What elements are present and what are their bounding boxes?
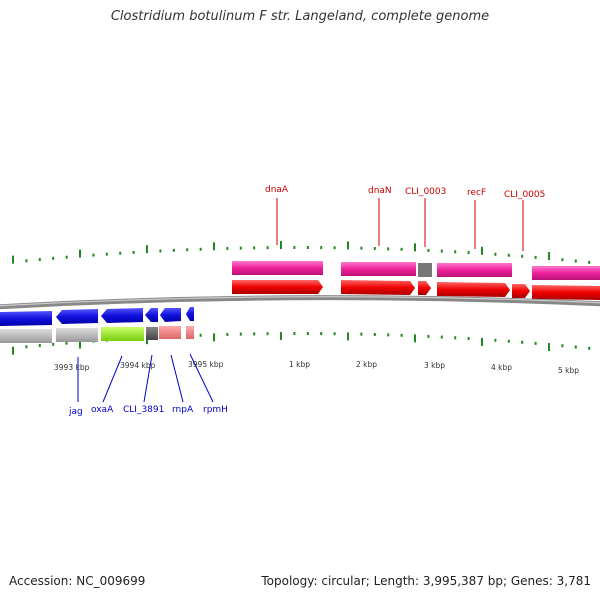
scale-label: 3 kbp — [424, 361, 445, 370]
topology-label: Topology: circular; Length: 3,995,387 bp… — [261, 574, 591, 588]
cds-jag[interactable] — [0, 311, 52, 326]
gene-next[interactable] — [532, 266, 600, 280]
cds-recF[interactable] — [437, 282, 510, 297]
cds-rpmH[interactable] — [186, 307, 194, 321]
scale-labels: 3993 kbp 3994 kbp 3995 kbp 1 kbp 2 kbp 3… — [54, 360, 579, 375]
scale-label: 5 kbp — [558, 366, 579, 375]
forward-cds-track — [232, 280, 600, 300]
forward-gene-labels — [276, 198, 524, 251]
cds-dnaN[interactable] — [341, 280, 415, 295]
gene-jag[interactable] — [56, 328, 98, 342]
leader-line-rnpA — [170, 354, 184, 403]
gene-CLI_3891[interactable] — [146, 327, 158, 340]
scale-label: 3993 kbp — [54, 363, 90, 372]
forward-gene-track — [232, 261, 600, 280]
gene-label-jag[interactable]: jag — [68, 407, 83, 417]
scale-label: 3995 kbp — [188, 360, 224, 369]
reverse-gene-track — [0, 326, 194, 343]
cds-next[interactable] — [532, 285, 600, 300]
gene-rpmH[interactable] — [186, 326, 194, 339]
gene-label-rpmH[interactable]: rpmH — [203, 405, 228, 415]
gene-oxaA[interactable] — [101, 327, 144, 341]
cds-CLI_3891[interactable] — [145, 308, 158, 322]
gene-dnaN[interactable] — [341, 262, 416, 276]
gene-label-CLI_3891[interactable]: CLI_3891 — [123, 405, 164, 415]
gene-label-CLI_0005[interactable]: CLI_0005 — [504, 190, 545, 200]
gene-dnaA[interactable] — [232, 261, 323, 275]
scale-label: 2 kbp — [356, 360, 377, 369]
gene-label-dnaN[interactable]: dnaN — [368, 186, 392, 196]
cds-oxaA[interactable] — [101, 308, 143, 323]
gene-label-recF[interactable]: recF — [467, 188, 486, 198]
scale-label: 1 kbp — [289, 360, 310, 369]
scale-ticks-top — [12, 241, 591, 264]
cds-oxaA-left[interactable] — [56, 309, 98, 324]
gene-jag-a[interactable] — [0, 329, 52, 343]
page-title: Clostridium botulinum F str. Langeland, … — [110, 9, 490, 24]
gene-CLI_0003[interactable] — [418, 263, 432, 277]
genome-backbone-highlight — [0, 296, 600, 307]
cds-CLI_0005[interactable] — [512, 284, 530, 298]
accession-label: Accession: NC_009699 — [9, 574, 146, 588]
cds-CLI_0003[interactable] — [418, 281, 431, 295]
reverse-gene-labels — [77, 353, 214, 403]
cds-rnpA[interactable] — [160, 308, 181, 322]
scale-ticks-bottom — [12, 332, 591, 355]
gene-recF[interactable] — [437, 263, 512, 277]
leader-line-CLI_3891 — [143, 354, 153, 403]
gene-label-CLI_0003[interactable]: CLI_0003 — [405, 187, 446, 197]
gene-rnpA[interactable] — [159, 326, 181, 339]
gene-label-rnpA[interactable]: rnpA — [172, 405, 194, 415]
scale-label: 4 kbp — [491, 363, 512, 372]
gene-label-oxaA[interactable]: oxaA — [91, 405, 114, 415]
leader-line-oxaA — [102, 355, 123, 403]
leader-line-rpmH — [189, 353, 214, 403]
cds-dnaA[interactable] — [232, 280, 323, 294]
reverse-cds-track — [0, 307, 194, 326]
genome-backbone — [0, 295, 600, 310]
gene-label-dnaA[interactable]: dnaA — [265, 185, 289, 195]
scale-label: 3994 kbp — [120, 361, 156, 370]
